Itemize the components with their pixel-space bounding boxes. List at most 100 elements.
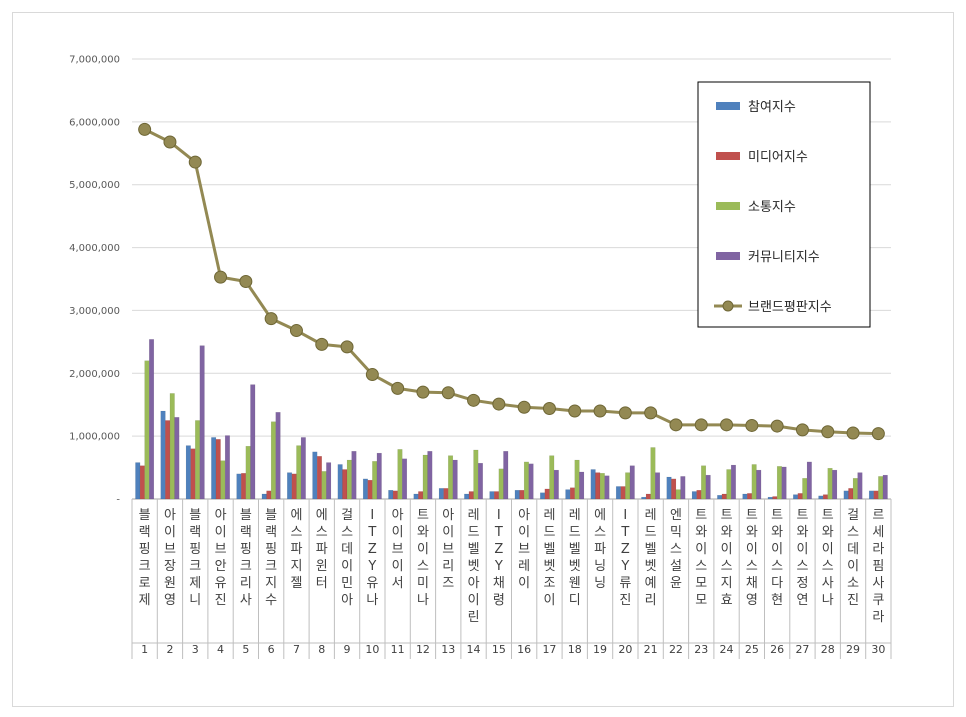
bar [174, 417, 180, 500]
rank-label: 10 [365, 643, 379, 656]
rank-label: 23 [694, 643, 708, 656]
rank-label: 27 [795, 643, 809, 656]
line-point [871, 427, 885, 441]
legend-swatch [716, 252, 740, 260]
bar [498, 468, 504, 500]
bar [843, 490, 849, 500]
bar [266, 490, 272, 500]
bar [503, 451, 509, 500]
bar [549, 455, 555, 500]
rank-label: 17 [542, 643, 556, 656]
line-point [846, 426, 860, 440]
rank-label: 12 [416, 643, 430, 656]
bar [160, 410, 166, 500]
bar [629, 465, 635, 500]
line-point [315, 337, 329, 351]
bar [705, 474, 711, 500]
bar [296, 445, 302, 500]
y-tick-label: 3,000,000 [69, 306, 120, 317]
bar [199, 345, 205, 500]
bar [776, 466, 782, 500]
bar [827, 468, 833, 500]
rank-label: 18 [568, 643, 582, 656]
bar [443, 488, 449, 500]
line-point [391, 381, 405, 395]
bar [337, 464, 343, 500]
line-point [568, 404, 582, 418]
rank-label: 14 [467, 643, 481, 656]
bar [873, 490, 879, 500]
bar [519, 490, 525, 500]
bar [413, 493, 419, 500]
bar [362, 478, 368, 500]
bar [190, 448, 196, 500]
bar [300, 437, 306, 500]
bar [848, 488, 854, 500]
bar [781, 466, 787, 500]
bar [620, 486, 626, 500]
bar [211, 437, 217, 500]
bar [730, 464, 736, 500]
bar [691, 491, 697, 500]
bar [316, 456, 322, 500]
bar [717, 495, 723, 500]
chart-frame: - 1,000,000 2,000,000 3,000,000 4,000,000 5,0… [12, 12, 954, 707]
legend-swatch [716, 202, 740, 210]
bar [604, 475, 610, 500]
bar [464, 493, 470, 500]
bar [696, 490, 702, 500]
line-point [416, 385, 430, 399]
bar [367, 479, 373, 500]
rank-label: 28 [821, 643, 835, 656]
rank-label: 24 [720, 643, 734, 656]
y-tick-label: - [116, 495, 120, 506]
bar [767, 496, 773, 500]
y-tick-label: 2,000,000 [69, 369, 120, 380]
bar [452, 459, 458, 500]
bar [756, 469, 762, 500]
bar [878, 476, 884, 500]
bar [422, 454, 428, 500]
line-point [745, 418, 759, 432]
bar [321, 471, 327, 500]
bar [574, 459, 580, 500]
bar [590, 469, 596, 500]
bar [818, 495, 824, 500]
bar [402, 458, 408, 500]
bar [523, 461, 529, 500]
rank-label: 1 [141, 643, 148, 656]
bar [625, 472, 631, 500]
bar [489, 491, 495, 500]
bar [751, 464, 757, 500]
bar [236, 473, 242, 500]
bar [250, 384, 256, 500]
bar [215, 439, 221, 500]
y-tick-label: 6,000,000 [69, 117, 120, 128]
bar [599, 473, 605, 500]
bar [287, 472, 293, 500]
rank-label: 30 [871, 643, 885, 656]
line-point [188, 155, 202, 169]
rank-label: 25 [745, 643, 759, 656]
rank-label: 21 [644, 643, 658, 656]
line-point [821, 425, 835, 439]
line-point [365, 368, 379, 382]
bar [427, 451, 433, 500]
bar [392, 490, 398, 500]
bar [418, 491, 424, 500]
line-point [517, 400, 531, 414]
bar [802, 478, 808, 500]
rank-label: 4 [217, 643, 224, 656]
line-point [467, 393, 481, 407]
bar [701, 465, 707, 500]
